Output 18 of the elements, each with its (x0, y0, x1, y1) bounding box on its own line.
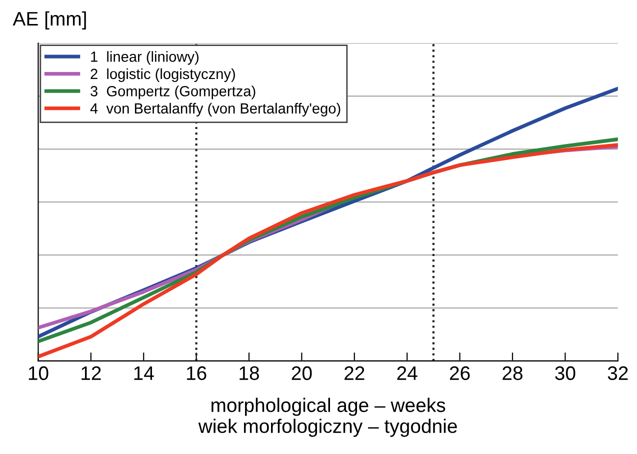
legend-label: 4 von Bertalanffy (von Bertalanffy'ego) (90, 102, 340, 116)
legend-label: 2 logistic (logistyczny) (90, 68, 235, 82)
x-tick-label: 20 (292, 366, 312, 380)
x-tick-label: 14 (134, 366, 154, 380)
legend-label: 1 linear (liniowy) (91, 51, 198, 65)
x-tick-label: 22 (344, 366, 364, 380)
x-tick-label: 18 (240, 366, 259, 380)
x-tick-label: 16 (186, 366, 206, 380)
x-tick-label: 32 (608, 366, 628, 380)
x-tick-label: 24 (397, 366, 418, 380)
x-tick-label: 28 (502, 366, 522, 380)
x-tick-label: 10 (28, 366, 48, 380)
legend-label: 3 Gompertz (Gompertza) (90, 86, 256, 100)
x-tick-label: 26 (450, 366, 470, 380)
x-axis-title: morphological age – weeks wiek morfologiczny – tygodnie (198, 398, 457, 437)
y-axis-title: AE [mm] (12, 11, 86, 30)
x-tick-label: 12 (82, 366, 101, 380)
x-tick-label: 30 (555, 366, 576, 380)
